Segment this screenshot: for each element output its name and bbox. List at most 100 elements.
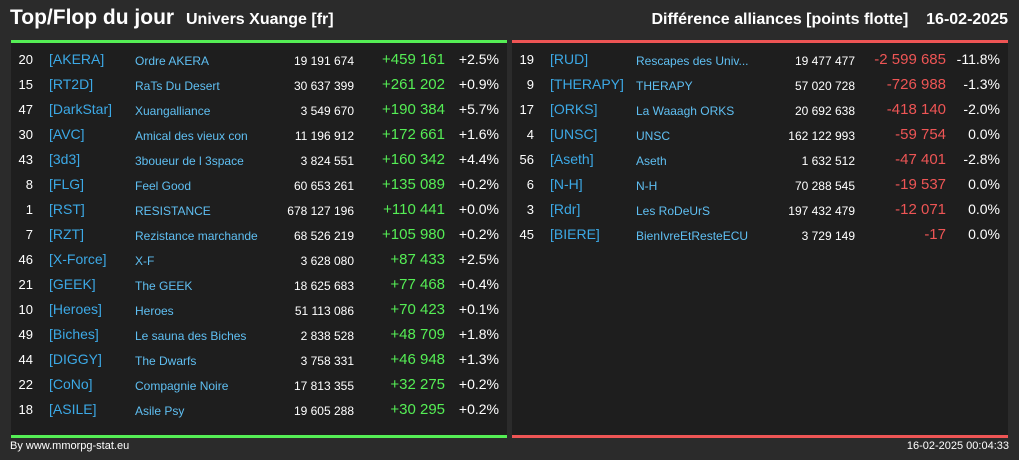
alliance-tag-link[interactable]: [ASILE]	[49, 401, 97, 417]
universe-label: Univers Xuange [fr]	[186, 11, 334, 28]
alliance-tag-link[interactable]: [N-H]	[550, 176, 583, 192]
table-row: 6 [N-H] N-H 70 288 545 -19 537 0.0%	[512, 172, 1008, 197]
timestamp-label: 16-02-2025 00:04:33	[906, 440, 1009, 452]
percent-cell: +2.5%	[458, 51, 499, 67]
alliance-tag-link[interactable]: [FLG]	[49, 176, 85, 192]
diff-cell: -59 754	[895, 126, 946, 143]
diff-cell: +30 295	[390, 401, 445, 418]
percent-cell: 0.0%	[968, 176, 1000, 192]
diff-cell: -2 599 685	[874, 51, 946, 68]
diff-cell: +190 384	[382, 101, 445, 118]
table-row: 17 [ORKS] La Waaagh ORKS 20 692 638 -418 140…	[512, 97, 1008, 122]
alliance-name-link[interactable]: Xuangalliance	[135, 104, 211, 118]
rank-cell: 21	[18, 277, 33, 292]
alliance-tag-link[interactable]: [GEEK]	[49, 276, 96, 292]
points-cell: 3 729 149	[801, 229, 855, 243]
alliance-name-link[interactable]: RESISTANCE	[135, 204, 211, 218]
table-row: 19 [RUD] Rescapes des Univ... 19 477 477 -2 …	[512, 47, 1008, 72]
points-cell: 19 477 477	[794, 54, 855, 68]
alliance-name-link[interactable]: Rescapes des Univ...	[636, 54, 749, 68]
points-cell: 197 432 479	[788, 204, 855, 218]
page-title: Top/Flop du jour	[10, 6, 175, 29]
alliance-tag-link[interactable]: [3d3]	[49, 151, 81, 167]
points-cell: 162 122 993	[788, 129, 855, 143]
alliance-name-link[interactable]: Aseth	[636, 154, 667, 168]
alliance-name-link[interactable]: Asile Psy	[135, 404, 185, 418]
alliance-tag-link[interactable]: [ORKS]	[550, 101, 598, 117]
percent-cell: +0.2%	[458, 376, 499, 392]
alliance-name-link[interactable]: Feel Good	[135, 179, 192, 193]
points-cell: 11 196 912	[294, 129, 354, 143]
diff-cell: -47 401	[895, 151, 946, 168]
alliance-name-link[interactable]: UNSC	[636, 129, 671, 143]
table-row: 47 [DarkStar] Xuangalliance 3 549 670 +190 3…	[11, 97, 507, 122]
alliance-name-link[interactable]: THERAPY	[636, 79, 693, 93]
table-row: 43 [3d3] 3boueur de l 3space 3 824 551 +160 …	[11, 147, 507, 172]
alliance-name-link[interactable]: Le sauna des Biches	[135, 329, 247, 343]
source-label: By www.mmorpg-stat.eu	[10, 440, 130, 452]
percent-cell: +0.2%	[458, 401, 499, 417]
alliance-tag-link[interactable]: [THERAPY]	[550, 76, 624, 92]
percent-cell: +0.2%	[458, 176, 499, 192]
alliance-name-link[interactable]: The GEEK	[135, 279, 193, 293]
rank-cell: 3	[526, 202, 534, 217]
alliance-name-link[interactable]: The Dwarfs	[135, 354, 197, 368]
points-cell: 70 288 545	[794, 179, 855, 193]
alliance-name-link[interactable]: Ordre AKERA	[135, 54, 210, 68]
points-cell: 3 549 670	[300, 104, 354, 118]
rank-cell: 6	[526, 177, 534, 192]
percent-cell: +0.4%	[458, 276, 499, 292]
alliance-tag-link[interactable]: [AVC]	[49, 126, 85, 142]
alliance-name-link[interactable]: X-F	[135, 254, 155, 268]
alliance-tag-link[interactable]: [Aseth]	[550, 151, 594, 167]
alliance-tag-link[interactable]: [RT2D]	[49, 76, 94, 92]
percent-cell: -2.0%	[963, 101, 1000, 117]
alliance-tag-link[interactable]: [RUD]	[550, 51, 589, 67]
alliance-tag-link[interactable]: [RST]	[49, 201, 85, 217]
percent-cell: +4.4%	[458, 151, 499, 167]
alliance-tag-link[interactable]: [DIGGY]	[49, 351, 102, 367]
table-row: 30 [AVC] Amical des vieux con 11 196 912 +17…	[11, 122, 507, 147]
points-cell: 51 113 086	[294, 304, 354, 318]
alliance-name-link[interactable]: Heroes	[135, 304, 174, 318]
rank-cell: 43	[18, 152, 33, 167]
percent-cell: +0.0%	[458, 201, 499, 217]
alliance-tag-link[interactable]: [Rdr]	[550, 201, 581, 217]
alliance-name-link[interactable]: RaTs Du Desert	[135, 79, 220, 93]
diff-cell: +172 661	[382, 126, 445, 143]
points-cell: 19 191 674	[293, 54, 354, 68]
alliance-name-link[interactable]: Rezistance marchande	[135, 229, 258, 243]
points-cell: 3 758 331	[300, 354, 354, 368]
points-cell: 3 628 080	[300, 254, 354, 268]
diff-cell: +87 433	[390, 251, 445, 268]
rank-cell: 4	[526, 127, 534, 142]
alliance-name-link[interactable]: Compagnie Noire	[135, 379, 229, 393]
alliance-tag-link[interactable]: [UNSC]	[550, 126, 598, 142]
diff-cell: -418 140	[886, 101, 946, 118]
diff-cell: +46 948	[390, 351, 445, 368]
alliance-name-link[interactable]: 3boueur de l 3space	[135, 154, 244, 168]
alliance-name-link[interactable]: Amical des vieux con	[135, 129, 248, 143]
alliance-tag-link[interactable]: [RZT]	[49, 226, 84, 242]
alliance-tag-link[interactable]: [AKERA]	[49, 51, 105, 67]
percent-cell: 0.0%	[968, 226, 1000, 242]
alliance-name-link[interactable]: N-H	[636, 179, 658, 193]
percent-cell: +0.2%	[458, 226, 499, 242]
table-row: 56 [Aseth] Aseth 1 632 512 -47 401 -2.8%	[512, 147, 1008, 172]
rank-cell: 30	[18, 127, 33, 142]
alliance-tag-link[interactable]: [CoNo]	[49, 376, 93, 392]
percent-cell: +1.3%	[458, 351, 499, 367]
diff-cell: +261 202	[382, 76, 445, 93]
alliance-name-link[interactable]: La Waaagh ORKS	[636, 104, 735, 118]
rank-cell: 44	[18, 352, 33, 367]
alliance-tag-link[interactable]: [Biches]	[49, 326, 99, 342]
alliance-tag-link[interactable]: [X-Force]	[49, 251, 107, 267]
alliance-name-link[interactable]: BienIvreEtResteECU	[636, 229, 749, 243]
alliance-name-link[interactable]: Les RoDeUrS	[636, 204, 711, 218]
alliance-tag-link[interactable]: [DarkStar]	[49, 101, 113, 117]
alliance-tag-link[interactable]: [BIERE]	[550, 226, 600, 242]
rank-cell: 17	[519, 102, 534, 117]
rank-cell: 56	[519, 152, 534, 167]
table-row: 46 [X-Force] X-F 3 628 080 +87 433 +2.5%	[11, 247, 507, 272]
alliance-tag-link[interactable]: [Heroes]	[49, 301, 102, 317]
